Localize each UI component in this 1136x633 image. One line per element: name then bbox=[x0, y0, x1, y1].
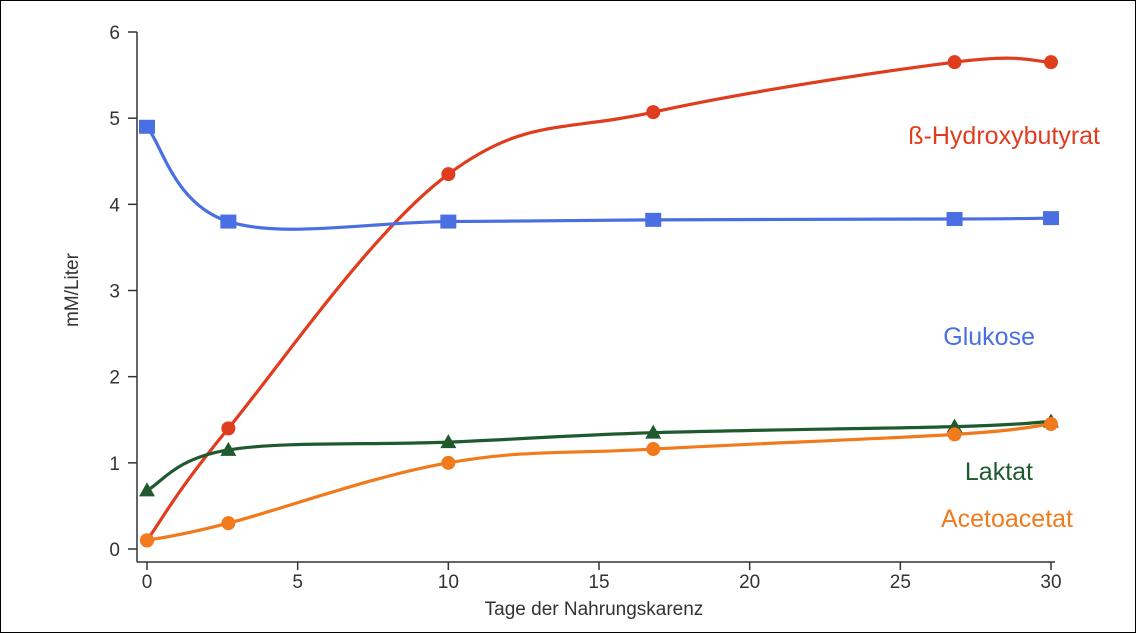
y-tick-label: 1 bbox=[109, 454, 120, 475]
x-tick-label: 5 bbox=[292, 572, 303, 593]
y-tick-label: 0 bbox=[109, 540, 120, 561]
y-tick-label: 3 bbox=[109, 282, 120, 303]
series-label: Acetoacetat bbox=[941, 505, 1073, 533]
series-line bbox=[145, 419, 1053, 493]
y-tick-label: 6 bbox=[109, 23, 120, 44]
data-point-circle bbox=[646, 105, 661, 120]
data-point-square bbox=[139, 119, 155, 134]
x-tick-label: 25 bbox=[890, 572, 911, 593]
x-tick-label: 30 bbox=[1040, 572, 1061, 593]
x-tick-label: 15 bbox=[588, 572, 609, 593]
x-tick-label: 10 bbox=[438, 572, 459, 593]
axes bbox=[128, 31, 1055, 570]
data-point-square bbox=[440, 214, 457, 229]
data-point-circle bbox=[1044, 417, 1058, 432]
y-tick-label: 4 bbox=[109, 195, 120, 216]
series-line bbox=[145, 422, 1053, 542]
series-markers bbox=[139, 55, 1059, 548]
data-point-triangle bbox=[139, 482, 155, 497]
data-point-circle bbox=[221, 516, 236, 531]
series-label: ß-Hydroxybutyrat bbox=[908, 122, 1100, 150]
data-point-circle bbox=[441, 167, 456, 182]
y-tick-label: 5 bbox=[109, 109, 120, 130]
data-point-triangle bbox=[645, 424, 662, 439]
data-point-triangle bbox=[220, 441, 237, 456]
data-point-circle bbox=[947, 427, 962, 442]
data-point-circle bbox=[140, 533, 154, 548]
series-labels: ß-Hydroxybutyrat Glukose Laktat Acetoacetat bbox=[908, 122, 1100, 533]
data-point-circle bbox=[947, 55, 962, 70]
data-point-triangle bbox=[440, 434, 457, 449]
x-tick-label: 0 bbox=[142, 572, 153, 593]
x-tick-label: 20 bbox=[739, 572, 760, 593]
data-point-square bbox=[220, 214, 237, 229]
series-label: Glukose bbox=[943, 323, 1035, 351]
data-point-square bbox=[1043, 211, 1059, 226]
data-point-circle bbox=[646, 442, 661, 457]
y-axis-label: mM/Liter bbox=[62, 252, 83, 327]
y-tick-label: 2 bbox=[109, 368, 120, 389]
x-axis-label: Tage der Nahrungskarenz bbox=[485, 599, 704, 620]
series-label: Laktat bbox=[965, 458, 1033, 486]
data-point-square bbox=[946, 211, 963, 226]
data-point-square bbox=[645, 212, 662, 227]
data-point-circle bbox=[221, 421, 236, 436]
data-point-circle bbox=[441, 455, 456, 470]
data-point-circle bbox=[1044, 55, 1058, 70]
tick-labels: 0 1 2 3 4 5 6 0 5 10 15 20 25 30 bbox=[109, 23, 1061, 593]
